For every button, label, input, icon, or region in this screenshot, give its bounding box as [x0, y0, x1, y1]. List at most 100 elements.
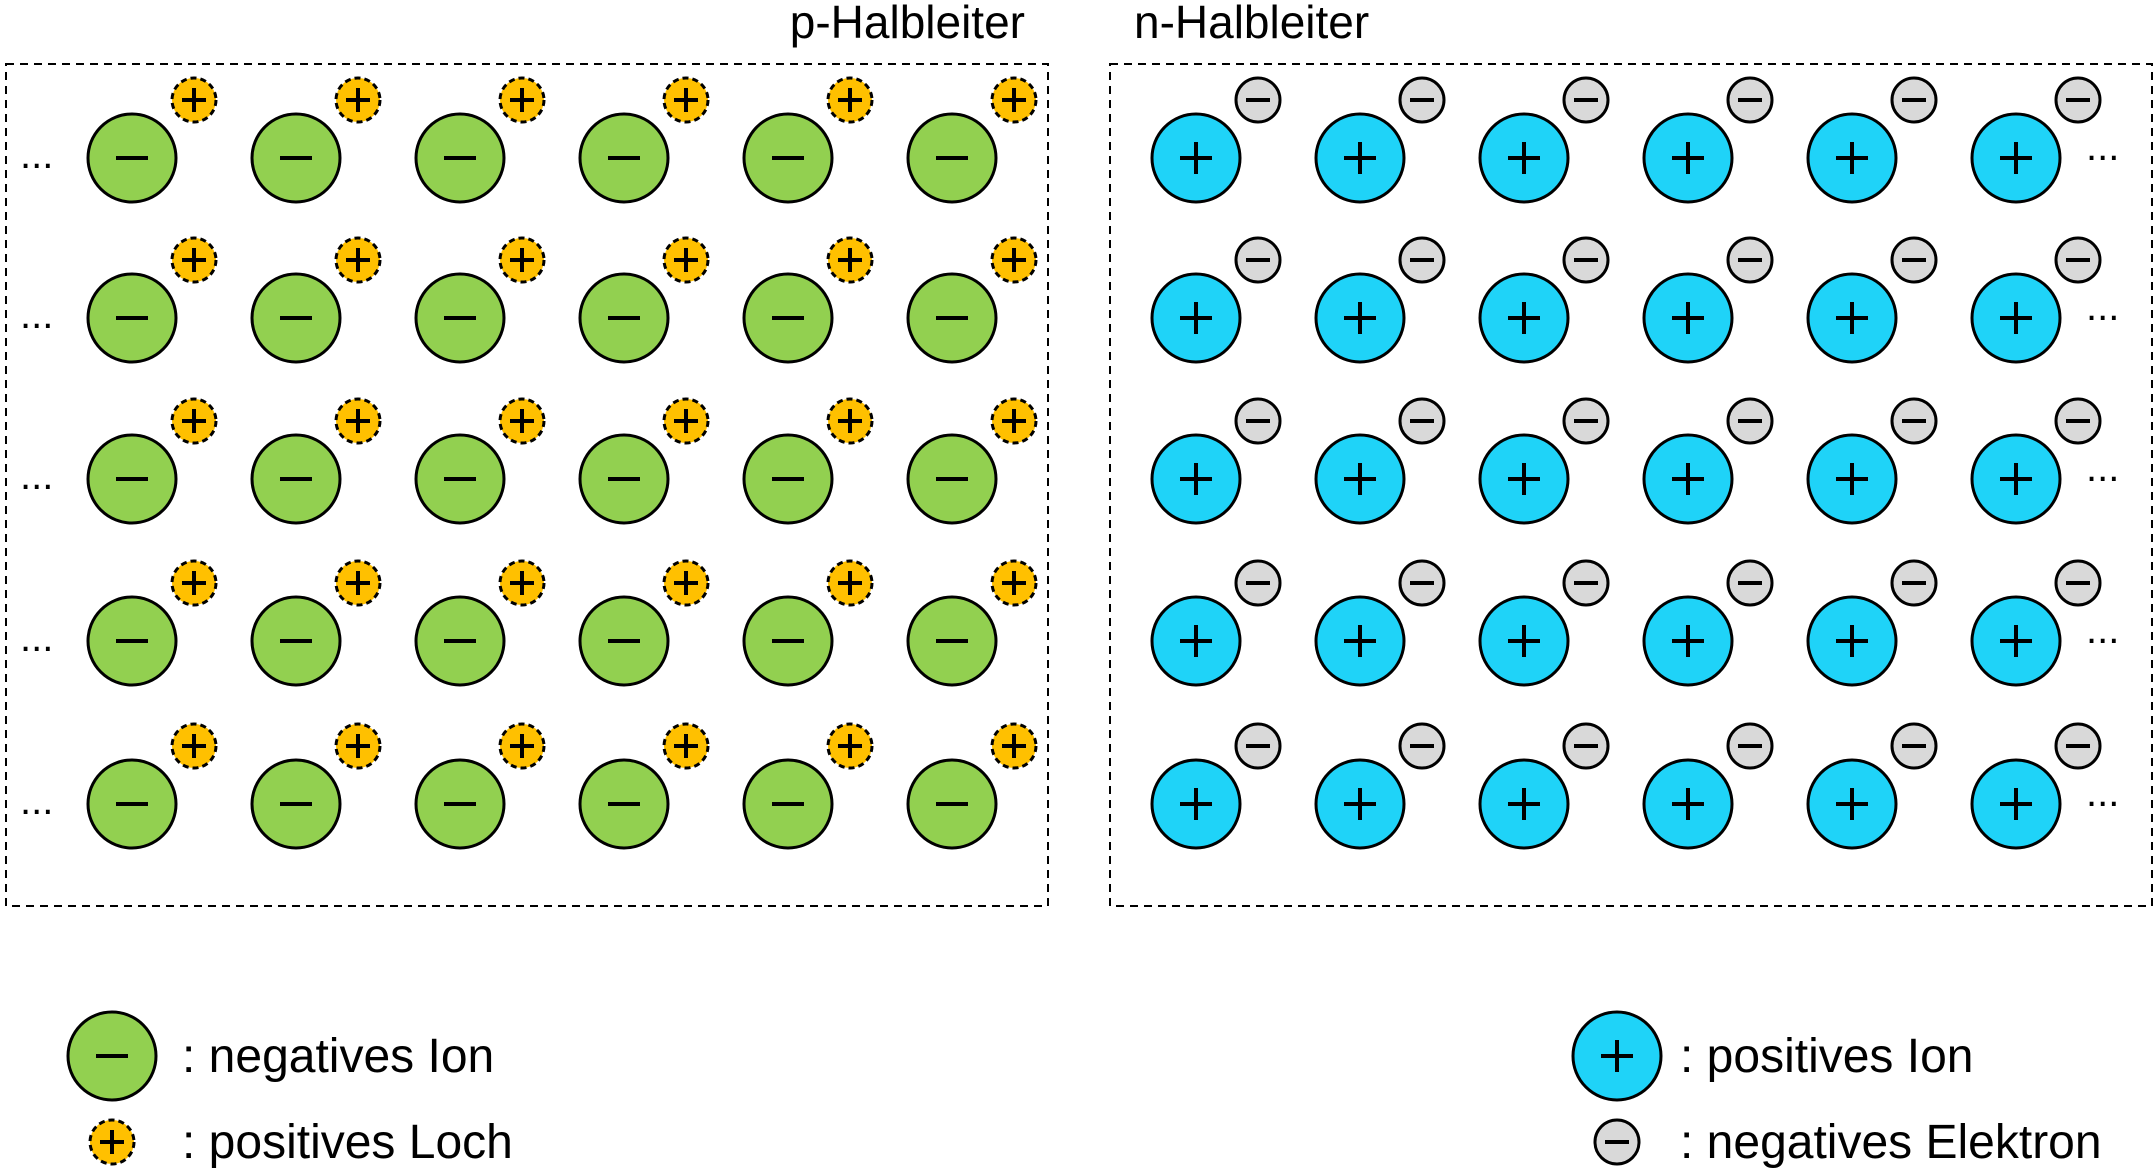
negative-electron: [1726, 236, 1774, 284]
negative-ion: [578, 758, 670, 850]
positive-ion: [1642, 272, 1734, 364]
positive-ion: [1478, 272, 1570, 364]
negative-ion: [86, 272, 178, 364]
positive-hole: [662, 559, 710, 607]
negative-electron: [1726, 76, 1774, 124]
positive-hole: [334, 559, 382, 607]
negative-electron: [1726, 722, 1774, 770]
p-region-border: [5, 63, 1049, 907]
negative-ion: [578, 595, 670, 687]
positive-ion: [1970, 112, 2062, 204]
negative-ion: [414, 758, 506, 850]
negative-ion: [414, 595, 506, 687]
negative-ion: [742, 433, 834, 525]
positive-hole: [498, 76, 546, 124]
negative-electron: [1890, 722, 1938, 770]
positive-hole: [826, 76, 874, 124]
negative-ion: [250, 112, 342, 204]
positive-hole: [990, 76, 1038, 124]
negative-electron: [1398, 397, 1446, 445]
ellipsis: ...: [20, 133, 53, 177]
positive-hole: [990, 236, 1038, 284]
positive-ion: [1478, 112, 1570, 204]
negative-ion: [86, 112, 178, 204]
ellipsis: ...: [2086, 771, 2119, 815]
positive-ion: [1806, 433, 1898, 525]
n-region-title: n-Halbleiter: [1134, 0, 1369, 48]
ellipsis: ...: [2086, 446, 2119, 490]
positive-hole: [334, 236, 382, 284]
positive-hole: [170, 76, 218, 124]
negative-electron: [1562, 722, 1610, 770]
legend-positive-hole: : positives Loch: [88, 1116, 513, 1169]
negative-ion: [742, 758, 834, 850]
negative-ion: [906, 112, 998, 204]
positive-hole: [826, 397, 874, 445]
positive-ion: [1150, 433, 1242, 525]
negative-electron: [1562, 397, 1610, 445]
negative-ion: [742, 112, 834, 204]
p-region-title: p-Halbleiter: [790, 0, 1025, 48]
negative-electron: [2054, 76, 2102, 124]
positive-ion: [1806, 595, 1898, 687]
negative-electron: [1234, 236, 1282, 284]
negative-ion: [578, 433, 670, 525]
negative-ion: [742, 595, 834, 687]
positive-hole: [498, 722, 546, 770]
negative-electron: [1234, 722, 1282, 770]
positive-hole: [662, 722, 710, 770]
positive-hole: [170, 397, 218, 445]
legend-positive-hole-label: : positives Loch: [182, 1116, 513, 1169]
positive-ion: [1314, 758, 1406, 850]
negative-electron: [2054, 397, 2102, 445]
negative-electron: [1890, 397, 1938, 445]
negative-ion: [906, 433, 998, 525]
negative-ion: [906, 595, 998, 687]
positive-hole: [170, 559, 218, 607]
positive-hole: [826, 236, 874, 284]
positive-hole: [170, 722, 218, 770]
negative-ion: [414, 112, 506, 204]
positive-ion: [1150, 272, 1242, 364]
positive-ion: [1150, 112, 1242, 204]
negative-ion: [86, 758, 178, 850]
negative-electron: [1398, 236, 1446, 284]
positive-hole: [990, 559, 1038, 607]
positive-ion: [1642, 758, 1734, 850]
positive-hole: [498, 236, 546, 284]
ellipsis: ...: [2086, 608, 2119, 652]
ellipsis: ...: [2086, 125, 2119, 169]
positive-ion: [1970, 595, 2062, 687]
positive-hole: [990, 397, 1038, 445]
negative-ion: [578, 112, 670, 204]
positive-hole: [334, 397, 382, 445]
positive-hole: [498, 397, 546, 445]
positive-ion: [1806, 758, 1898, 850]
negative-electron: [1562, 76, 1610, 124]
positive-ion: [1970, 758, 2062, 850]
positive-hole: [662, 236, 710, 284]
ellipsis: ...: [20, 779, 53, 823]
negative-ion: [578, 272, 670, 364]
ellipsis: ...: [20, 293, 53, 337]
legend-positive-ion: : positives Ion: [1571, 1010, 1973, 1102]
positive-hole: [826, 722, 874, 770]
negative-electron: [2054, 559, 2102, 607]
positive-ion: [1150, 595, 1242, 687]
negative-ion: [906, 758, 998, 850]
positive-ion-icon: [1571, 1010, 1663, 1102]
positive-hole-icon: [88, 1118, 136, 1166]
positive-ion: [1150, 758, 1242, 850]
negative-electron: [2054, 236, 2102, 284]
positive-ion: [1314, 272, 1406, 364]
legend-positive-ion-label: : positives Ion: [1680, 1030, 1973, 1083]
negative-ion: [414, 433, 506, 525]
positive-ion: [1478, 595, 1570, 687]
positive-ion: [1642, 595, 1734, 687]
negative-electron: [2054, 722, 2102, 770]
ellipsis: ...: [2086, 285, 2119, 329]
negative-ion: [414, 272, 506, 364]
positive-ion: [1970, 433, 2062, 525]
positive-hole: [334, 76, 382, 124]
